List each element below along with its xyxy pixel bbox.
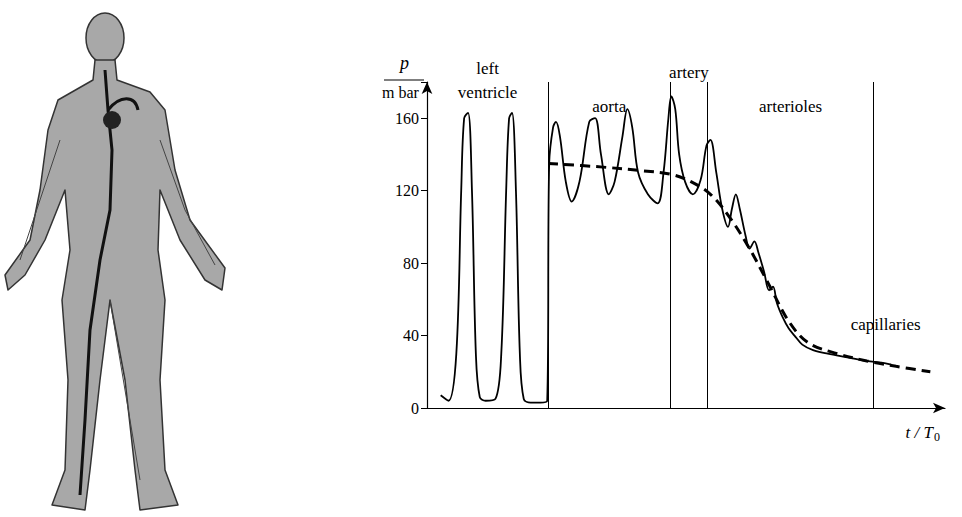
svg-text:ventricle: ventricle bbox=[458, 83, 517, 102]
svg-text:40: 40 bbox=[403, 327, 419, 344]
svg-text:aorta: aorta bbox=[592, 97, 626, 116]
svg-text:t / T: t / T bbox=[906, 423, 935, 442]
svg-text:0: 0 bbox=[411, 400, 419, 417]
svg-text:m bar: m bar bbox=[382, 84, 420, 101]
svg-text:80: 80 bbox=[403, 255, 419, 272]
svg-text:left: left bbox=[476, 59, 499, 78]
svg-text:capillaries: capillaries bbox=[851, 315, 921, 334]
svg-text:120: 120 bbox=[395, 182, 419, 199]
svg-text:arterioles: arterioles bbox=[759, 97, 822, 116]
svg-text:160: 160 bbox=[395, 110, 419, 127]
svg-text:artery: artery bbox=[669, 63, 709, 82]
svg-text:p: p bbox=[398, 53, 409, 73]
svg-text:0: 0 bbox=[934, 430, 940, 444]
